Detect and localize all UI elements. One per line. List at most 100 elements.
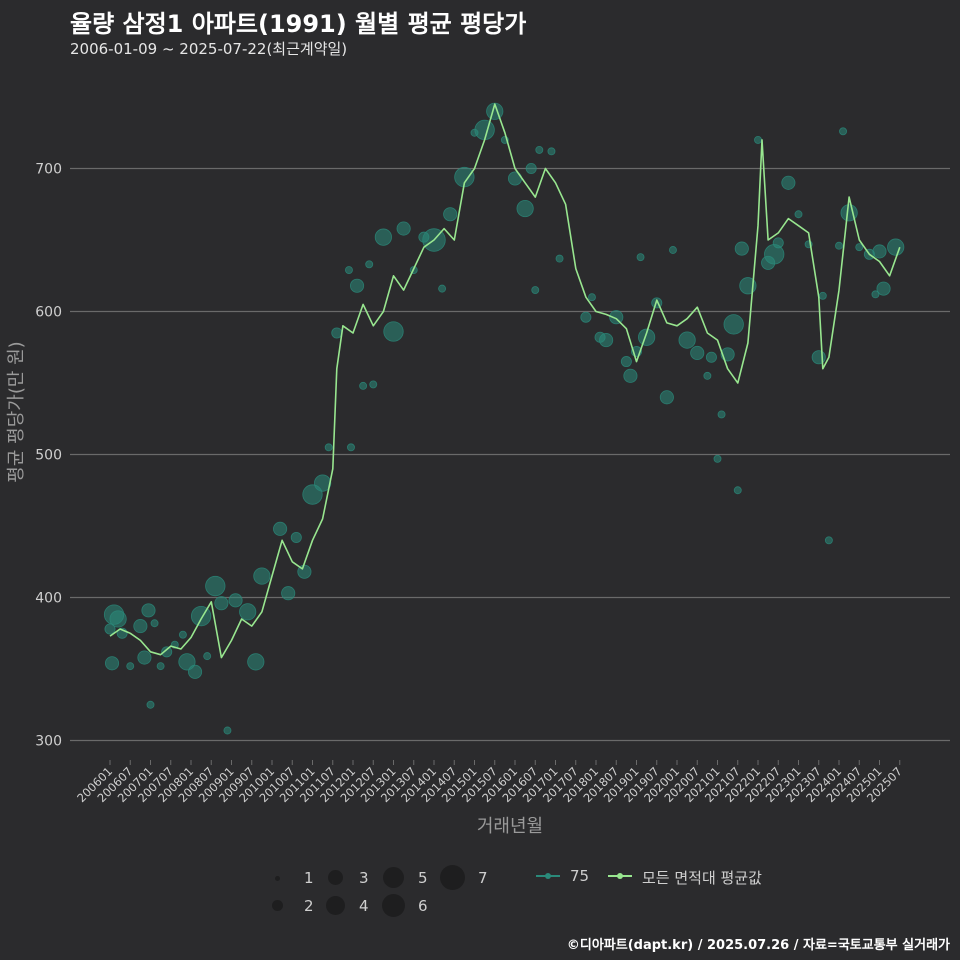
scatter-point [203,652,212,661]
legend-size-7-dot [440,865,465,890]
scatter-point [223,726,232,735]
scatter-point [247,653,265,671]
legend-size-5-label: 5 [418,869,428,887]
scatter-point [772,237,784,249]
scatter-point [345,266,353,274]
legend-size-1-dot [275,876,280,881]
scatter-point [133,619,148,634]
scatter-point [734,241,749,256]
scatter-point [109,610,127,628]
scatter-point [835,241,843,250]
scatter-point [228,593,243,608]
y-tick-label: 500 [35,448,62,464]
scatter-point [669,246,677,254]
scatter-point [824,536,833,545]
scatter-point [547,147,556,156]
scatter-point [205,575,226,597]
scatter-point [555,254,564,263]
scatter-point [811,350,826,365]
scatter-point [188,664,203,679]
scatter-point [531,286,540,294]
scatter-point [281,586,296,601]
scatter-point [126,662,135,671]
scatter-point [146,700,155,709]
scatter-point [876,281,891,296]
scatter-point [239,603,257,621]
scatter-point [717,410,726,419]
y-tick-label: 300 [35,734,62,750]
scatter-point [871,290,880,299]
legend-series-75-swatch [536,873,560,879]
legend-size-6-label: 6 [418,897,428,915]
scatter-point [754,135,762,144]
scatter-point [253,567,271,585]
legend-size-3-label: 3 [359,869,369,887]
scatter-point [781,175,796,190]
scatter-point [525,162,537,174]
legend-size-7-label: 7 [478,869,488,887]
scatter-point [623,368,638,383]
chart-title: 율량 삼정1 아파트(1991) 월별 평균 평당가 [70,10,527,38]
legend-size-4-label: 4 [359,897,369,915]
scatter-point [636,253,645,262]
legend-size-2-label: 2 [304,897,314,915]
legend-series-average-swatch [608,873,632,879]
scatter-point [839,127,847,136]
scatter-point [516,199,534,218]
scatter-point [690,345,705,361]
scatter-point [314,474,332,492]
legend-size-6-dot [382,894,405,917]
scatter-point [818,291,827,300]
legend-size-4-dot [326,896,345,915]
scatter-point [214,596,229,611]
scatter-point [383,321,404,342]
scatter-point [659,390,674,405]
scatter-point [331,327,343,339]
scatter-point [156,662,165,671]
scatter-point [141,603,156,618]
y-tick-label: 600 [35,305,62,321]
scatter-point [887,238,905,256]
scatter-point [369,380,378,389]
scatter-point [855,243,864,252]
scatter-point [359,381,368,390]
scatter-point [588,293,596,302]
x-axis-title: 거래년월 [477,816,543,837]
scatter-point [161,646,173,658]
legend-size-1-label: 1 [304,869,314,887]
scatter-point [713,454,722,463]
scatter-point [580,311,592,323]
scatter-point [703,371,712,380]
scatter-point [324,443,333,452]
scatter-point [349,278,365,293]
scatter-point [733,486,742,495]
y-tick-label: 700 [35,162,62,178]
legend-series-75-label: 75 [570,867,590,885]
source-credit: ©디아파트(dapt.kr) / 2025.07.26 / 자료=국토교통부 실… [566,938,950,953]
legend-size-5-dot [383,867,404,888]
scatter-point [443,207,458,222]
scatter-point [705,351,717,363]
scatter-point [290,531,302,543]
average-price-line [109,103,901,659]
scatter-point [794,210,803,219]
scatter-point [535,145,544,154]
scatter-point [396,221,411,236]
scatter-point [347,443,355,452]
scatter-point [678,331,696,349]
scatter-point [178,630,187,639]
scatter-point [374,228,392,246]
scatter-point [620,356,632,368]
chart-subtitle: 2006-01-09 ~ 2025-07-22(최근계약일) [70,40,348,58]
scatter-point [438,284,447,293]
legend-size-2-dot [272,900,283,911]
scatter-point [190,605,212,627]
scatter-point [609,310,624,325]
scatter-point [365,260,374,269]
scatter-point [638,328,656,346]
scatter-point [104,656,120,671]
scatter-point [474,119,495,141]
scatter-point [273,521,288,536]
scatter-point [137,650,152,665]
